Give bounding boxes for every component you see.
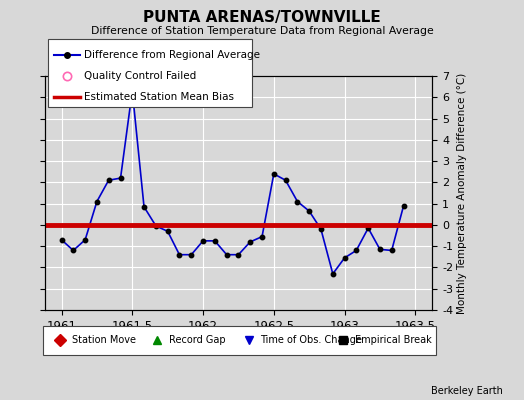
Text: Difference from Regional Average: Difference from Regional Average: [84, 50, 260, 60]
Text: PUNTA ARENAS/TOWNVILLE: PUNTA ARENAS/TOWNVILLE: [143, 10, 381, 25]
Text: Difference of Station Temperature Data from Regional Average: Difference of Station Temperature Data f…: [91, 26, 433, 36]
Y-axis label: Monthly Temperature Anomaly Difference (°C): Monthly Temperature Anomaly Difference (…: [457, 72, 467, 314]
Text: Quality Control Failed: Quality Control Failed: [84, 71, 196, 81]
Text: Station Move: Station Move: [72, 335, 136, 345]
Text: Berkeley Earth: Berkeley Earth: [431, 386, 503, 396]
Text: Empirical Break: Empirical Break: [355, 335, 431, 345]
Text: Record Gap: Record Gap: [169, 335, 225, 345]
Text: Time of Obs. Change: Time of Obs. Change: [260, 335, 362, 345]
Text: Estimated Station Mean Bias: Estimated Station Mean Bias: [84, 92, 234, 102]
